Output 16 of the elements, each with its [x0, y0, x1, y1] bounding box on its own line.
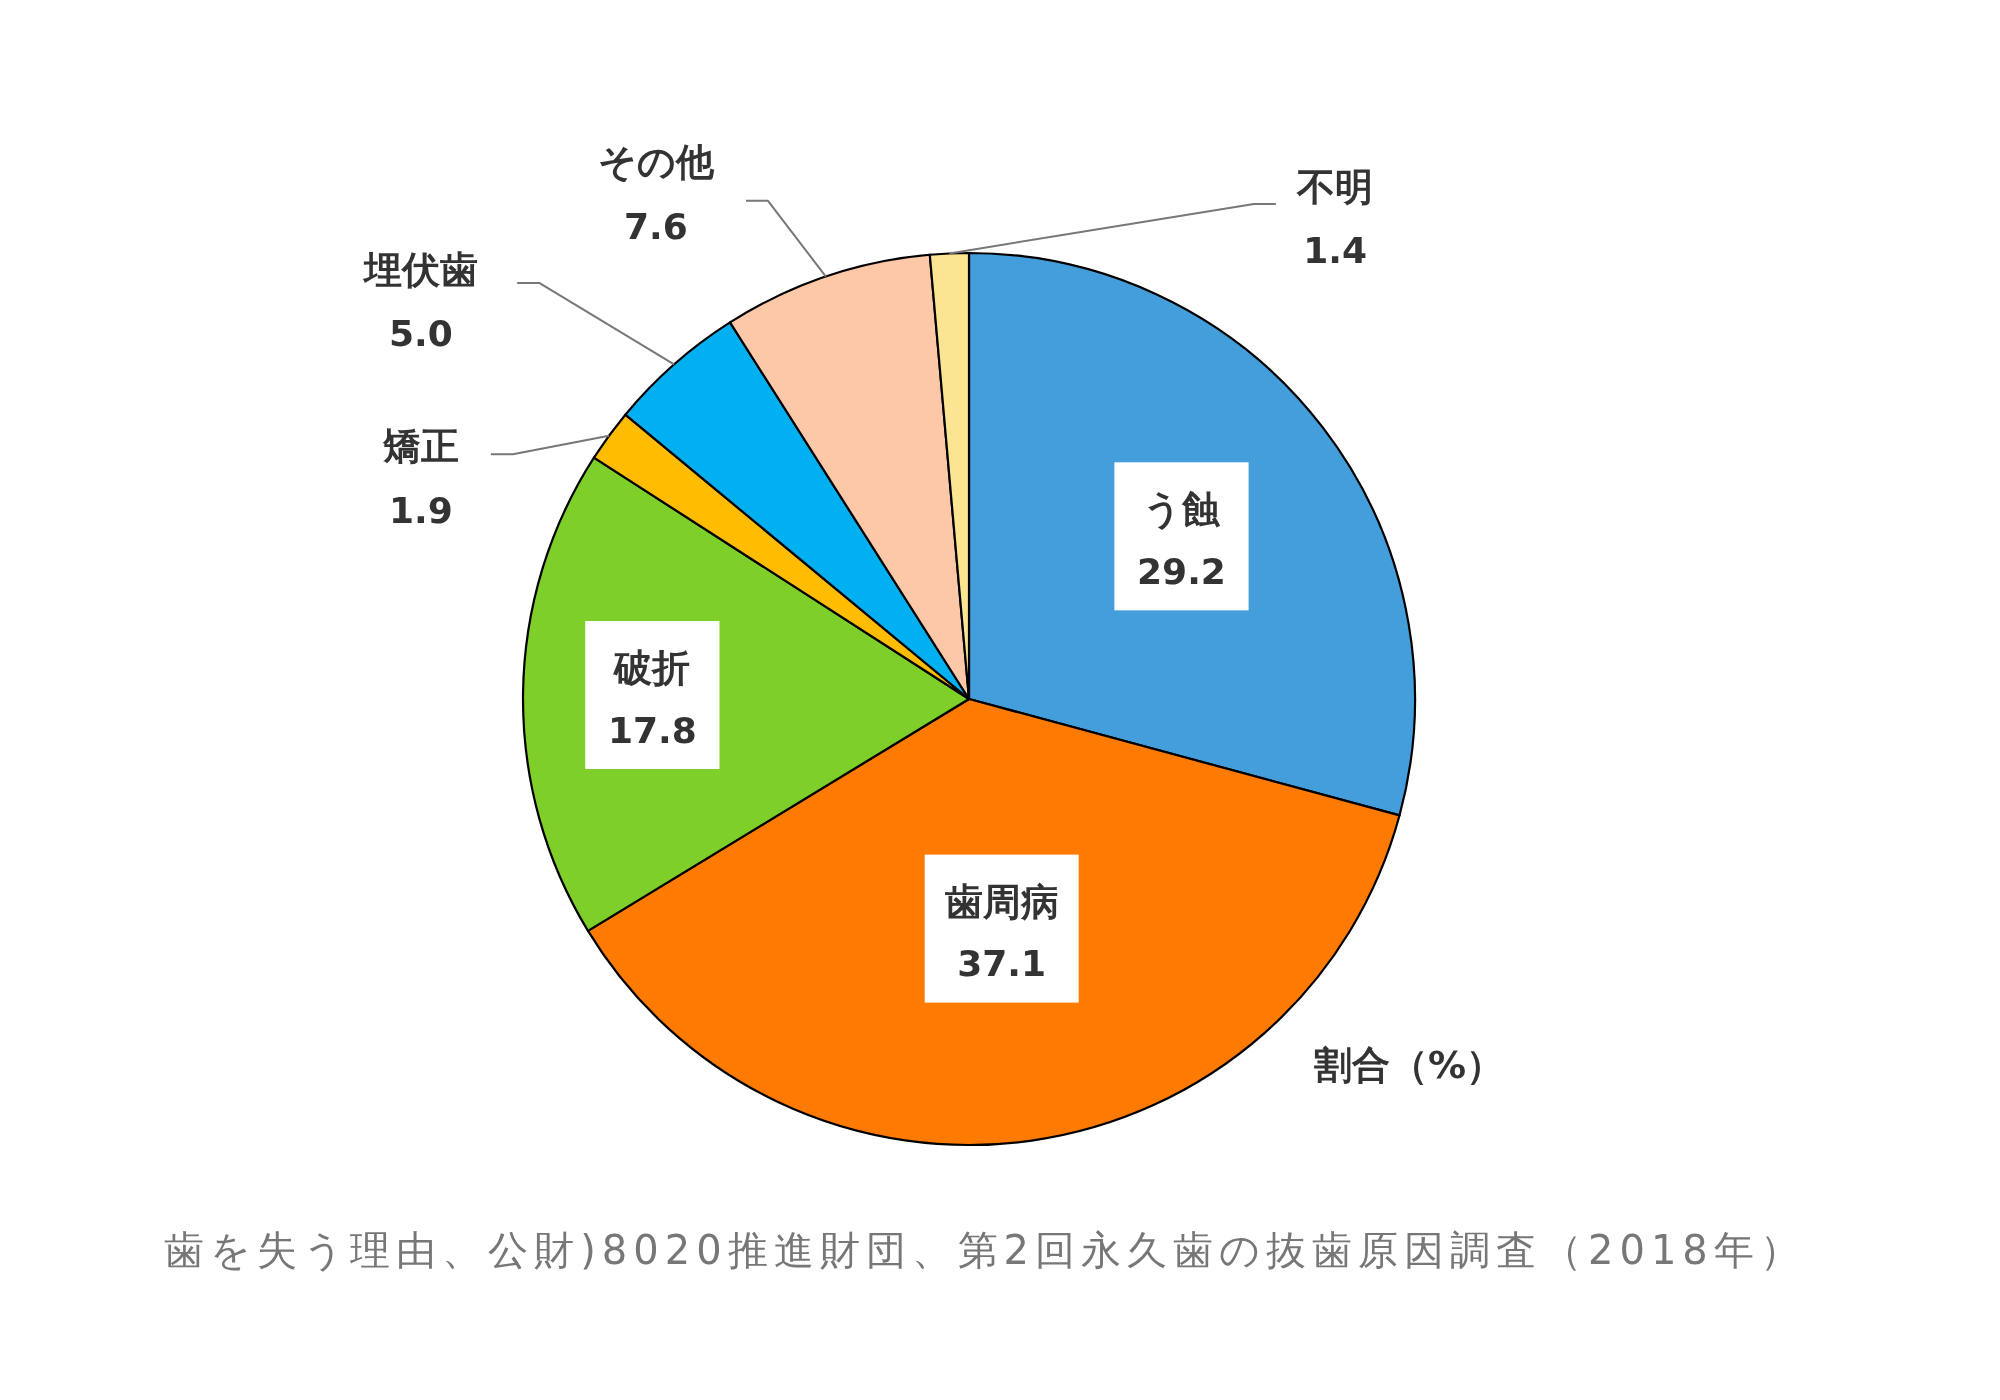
slice-label: 破折 [612, 646, 691, 691]
slice-label: 不明 [1296, 164, 1374, 209]
data-label: 5.0 [388, 313, 453, 355]
data-label: 1.4 [1303, 230, 1368, 272]
data-label: 7.6 [624, 205, 688, 247]
data-label: 1.9 [388, 489, 453, 531]
slice-label: 矯正 [381, 424, 459, 469]
slice-label: その他 [597, 140, 715, 185]
text: 割合（%） [1313, 1043, 1505, 1087]
text: 歯を失う理由、公財)8020推進財団、第2回永久歯の抜歯原因調査（2018年） [164, 1227, 1806, 1273]
data-label: 29.2 [1137, 550, 1226, 592]
slice-label: う蝕 [1142, 487, 1221, 532]
slice-label: 歯周病 [944, 879, 1059, 924]
slice-label: 埋伏歯 [361, 247, 478, 292]
data-label: 17.8 [607, 709, 697, 751]
data-label: 37.1 [957, 943, 1047, 985]
